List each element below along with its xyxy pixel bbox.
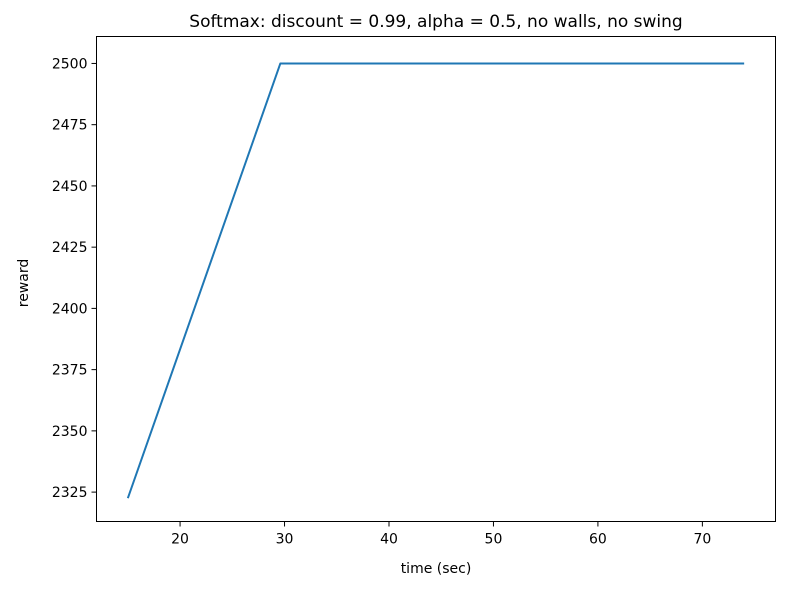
x-tick-label: 70 <box>693 532 711 548</box>
y-tick-label: 2500 <box>52 56 88 72</box>
plot-area: 20 30 40 50 60 70 2325 2350 2375 2400 2425 2450 247… <box>52 36 776 548</box>
y-tick-label: 2325 <box>52 485 88 501</box>
x-axis-label: time (sec) <box>401 561 472 577</box>
series-line <box>126 62 745 499</box>
y-tick-label: 2375 <box>52 363 88 379</box>
x-axis-ticks: 20 30 40 50 60 70 <box>171 521 711 548</box>
y-axis-label: reward <box>16 259 32 308</box>
y-tick-label: 2400 <box>52 301 88 317</box>
axes-frame <box>96 36 776 522</box>
y-tick-label: 2350 <box>52 424 88 440</box>
y-tick-label: 2450 <box>52 179 88 195</box>
x-tick-label: 50 <box>485 532 503 548</box>
x-tick-label: 20 <box>171 532 189 548</box>
x-tick-label: 30 <box>276 532 294 548</box>
y-tick-label: 2425 <box>52 240 88 256</box>
x-tick-label: 40 <box>380 532 398 548</box>
y-axis-ticks: 2325 2350 2375 2400 2425 2450 2475 2500 <box>52 56 97 501</box>
x-tick-label: 60 <box>589 532 607 548</box>
chart-title: Softmax: discount = 0.99, alpha = 0.5, n… <box>189 12 682 32</box>
y-tick-label: 2475 <box>52 118 88 134</box>
series-layer <box>126 62 745 499</box>
